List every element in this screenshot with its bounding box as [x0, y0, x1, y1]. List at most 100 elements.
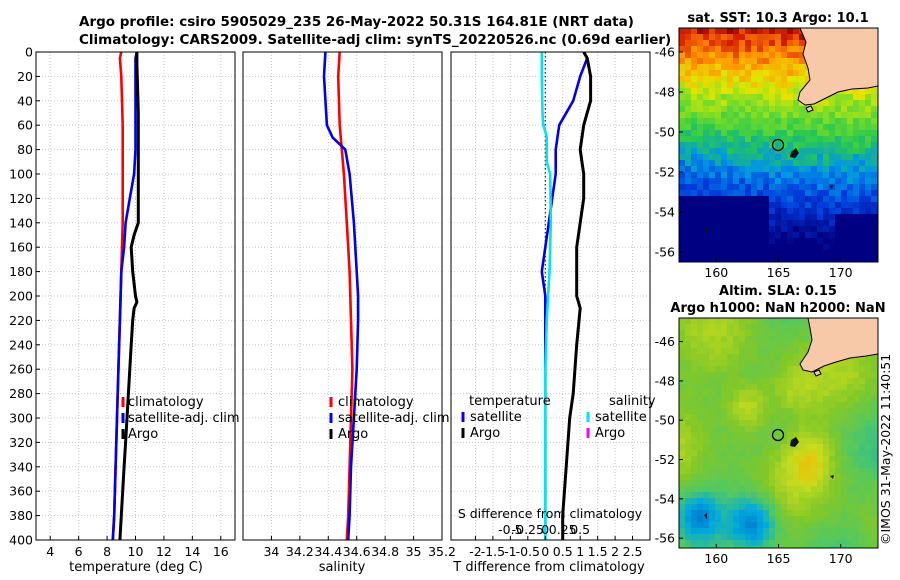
- new-zealand-land: [799, 318, 878, 373]
- sla-cell: [775, 510, 781, 516]
- sst-cell: [811, 214, 817, 220]
- sst-cell: [823, 112, 829, 118]
- sst-cell: [691, 82, 697, 88]
- sla-cell: [769, 492, 775, 498]
- sst-cell: [829, 250, 835, 256]
- sst-cell: [691, 88, 697, 94]
- sla-cell: [859, 498, 865, 504]
- sla-cell: [685, 438, 691, 444]
- sla-cell: [703, 402, 709, 408]
- sla-cell: [805, 462, 811, 468]
- x-tick-label: 16: [213, 544, 229, 559]
- sla-cell: [703, 426, 709, 432]
- sla-cell: [835, 468, 841, 474]
- lat-tick-label: -48: [655, 85, 675, 100]
- sst-cell: [703, 178, 709, 184]
- sla-cell: [721, 324, 727, 330]
- sla-cell: [679, 450, 685, 456]
- sla-cell: [727, 468, 733, 474]
- t-difference-x-label: T difference from climatology: [452, 560, 645, 575]
- y-tick-label: 240: [9, 337, 33, 352]
- sla-cell: [745, 474, 751, 480]
- sst-cell: [733, 172, 739, 178]
- sla-cell: [853, 504, 859, 510]
- sla-cell: [805, 324, 811, 330]
- sla-cell: [745, 522, 751, 528]
- sla-cell: [781, 372, 787, 378]
- sla-cell: [763, 480, 769, 486]
- difference-lines: [540, 52, 593, 540]
- sla-cell: [691, 348, 697, 354]
- sst-cell: [787, 232, 793, 238]
- sst-cell: [703, 106, 709, 112]
- sla-cell: [697, 366, 703, 372]
- sla-cell: [763, 498, 769, 504]
- sla-cell: [781, 438, 787, 444]
- sst-cell: [793, 256, 799, 262]
- sst-cell: [733, 196, 739, 202]
- sst-cell: [757, 166, 763, 172]
- sla-map: Altim. SLA: 0.15 Argo h1000: NaN h2000: …: [655, 284, 886, 566]
- sla-cell: [721, 402, 727, 408]
- sst-cell: [805, 124, 811, 130]
- sst-cell: [811, 256, 817, 262]
- sst-cell: [829, 130, 835, 136]
- sst-cell: [739, 256, 745, 262]
- sla-cell: [865, 462, 871, 468]
- sst-cell: [847, 100, 853, 106]
- sla-cell: [679, 516, 685, 522]
- sst-cell: [763, 106, 769, 112]
- sst-cell: [835, 202, 841, 208]
- sla-cell: [793, 432, 799, 438]
- sla-cell: [823, 546, 829, 548]
- sst-cell: [745, 196, 751, 202]
- sst-cell: [763, 172, 769, 178]
- sla-cell: [715, 486, 721, 492]
- sst-cell: [751, 166, 757, 172]
- sst-cell: [769, 70, 775, 76]
- sla-cell: [757, 522, 763, 528]
- sst-cell: [835, 220, 841, 226]
- sst-cell: [727, 142, 733, 148]
- sla-cell: [703, 480, 709, 486]
- sst-cell: [697, 208, 703, 214]
- sla-cell: [703, 546, 709, 548]
- difference-panel: -2 -1.5 -1 -0.5 0 0.5 1 1.5 2 2.5 -0.5-0.250 0.250…: [450, 51, 656, 575]
- sla-cell: [679, 528, 685, 534]
- sla-cell: [853, 450, 859, 456]
- sst-cell: [775, 88, 781, 94]
- sst-cell: [679, 232, 685, 238]
- sst-cell: [739, 46, 745, 52]
- sst-cell: [817, 136, 823, 142]
- sla-cell: [769, 474, 775, 480]
- sla-cell: [733, 324, 739, 330]
- sla-cell: [721, 480, 727, 486]
- sst-cell: [769, 202, 775, 208]
- sst-cell: [751, 46, 757, 52]
- sst-cell: [679, 190, 685, 196]
- sst-cell: [751, 70, 757, 76]
- sst-cell: [697, 160, 703, 166]
- sst-cell: [739, 244, 745, 250]
- sst-cell: [853, 94, 859, 100]
- sst-cell: [829, 148, 835, 154]
- sst-cell: [775, 70, 781, 76]
- y-tick-label: 320: [9, 435, 33, 450]
- s-tick-label: -0.25: [512, 522, 544, 537]
- sst-cell: [745, 190, 751, 196]
- sst-cell: [829, 94, 835, 100]
- sla-cell: [841, 510, 847, 516]
- sla-cell: [715, 396, 721, 402]
- sst-cell: [817, 154, 823, 160]
- sla-cell: [757, 384, 763, 390]
- sla-cell: [691, 546, 697, 548]
- sst-cell: [829, 256, 835, 262]
- sla-cell: [739, 546, 745, 548]
- sla-cell: [811, 486, 817, 492]
- sla-cell: [853, 366, 859, 372]
- lon-tick-label: 160: [704, 265, 728, 280]
- sla-cell: [817, 516, 823, 522]
- sla-cell: [781, 462, 787, 468]
- sst-cell: [751, 184, 757, 190]
- t-difference-x-ticks: -2 -1.5 -1 -0.5 0 0.5 1 1.5 2 2.5: [469, 536, 642, 559]
